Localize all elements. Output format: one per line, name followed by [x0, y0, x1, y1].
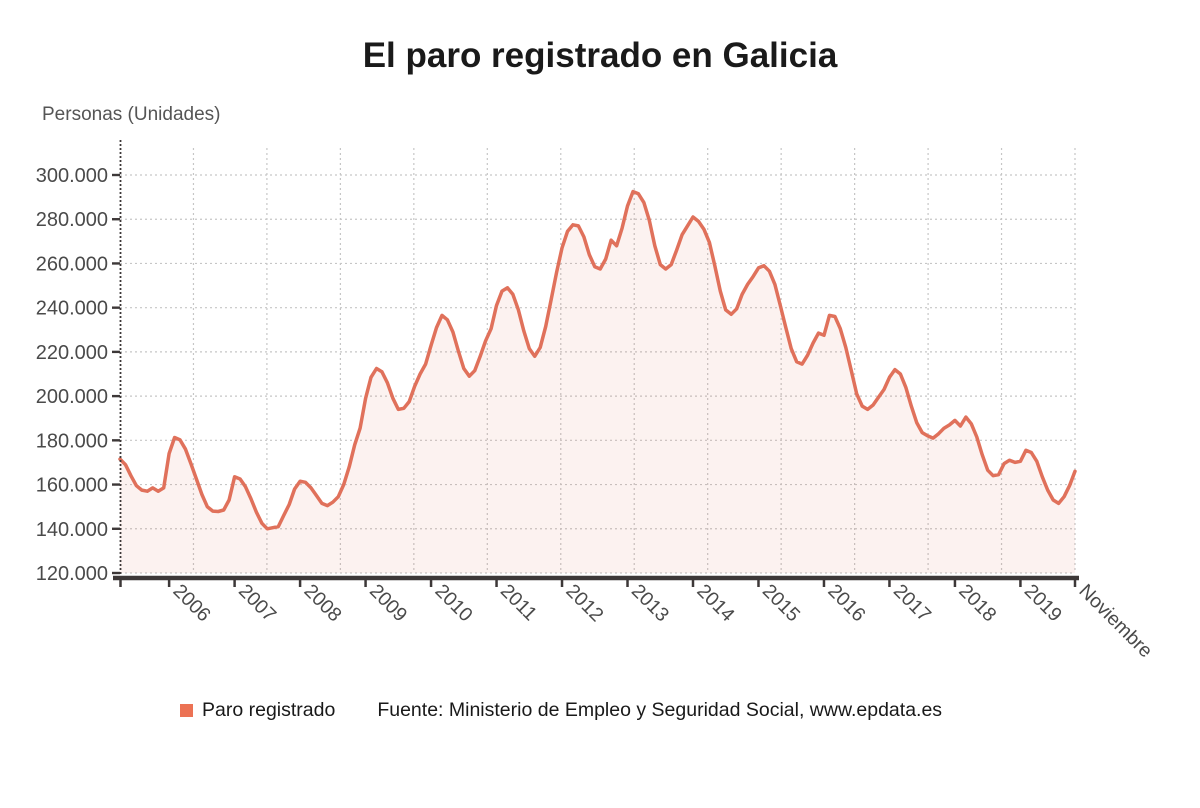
series-area	[120, 191, 1075, 573]
x-tick-label: 2018	[954, 580, 1000, 626]
chart-title: El paro registrado en Galicia	[362, 36, 838, 75]
x-tick-label: Noviembre	[1074, 580, 1156, 662]
x-tick-label: 2012	[561, 580, 607, 626]
series-line	[118, 189, 1077, 531]
x-tick-label: 2014	[692, 580, 738, 626]
y-tick-label: 280.000	[36, 209, 108, 231]
y-axis-title: Personas (Unidades)	[42, 104, 221, 125]
legend-series-label: Paro registrado	[202, 699, 336, 721]
y-tick-label: 300.000	[36, 165, 108, 187]
x-tick-label: 2008	[300, 580, 346, 626]
legend: Paro registrado Fuente: Ministerio de Em…	[180, 699, 942, 722]
source-text: Fuente: Ministerio de Empleo y Seguridad…	[377, 699, 943, 721]
x-tick-label: 2019	[1020, 580, 1066, 626]
x-tick-label: 2010	[431, 580, 477, 626]
y-tick-label: 220.000	[36, 342, 108, 364]
y-tick-label: 200.000	[36, 386, 108, 408]
y-tick-label: 160.000	[36, 475, 108, 497]
x-tick-label: 2017	[889, 580, 935, 626]
x-tick-label: 2015	[758, 580, 804, 626]
x-tick-label: 2011	[496, 580, 541, 625]
x-tick-label: 2013	[627, 580, 673, 626]
y-tick-label: 240.000	[36, 298, 108, 320]
y-tick-label: 180.000	[36, 430, 108, 452]
y-tick-label: 120.000	[36, 563, 108, 585]
x-tick-label: 2016	[823, 580, 869, 626]
legend-swatch	[180, 704, 193, 717]
x-tick-label: 2006	[169, 580, 215, 626]
x-tick-label: 2007	[234, 580, 280, 626]
y-tick-label: 140.000	[36, 519, 108, 541]
x-tick-label: 2009	[365, 580, 411, 626]
y-tick-label: 260.000	[36, 253, 108, 275]
